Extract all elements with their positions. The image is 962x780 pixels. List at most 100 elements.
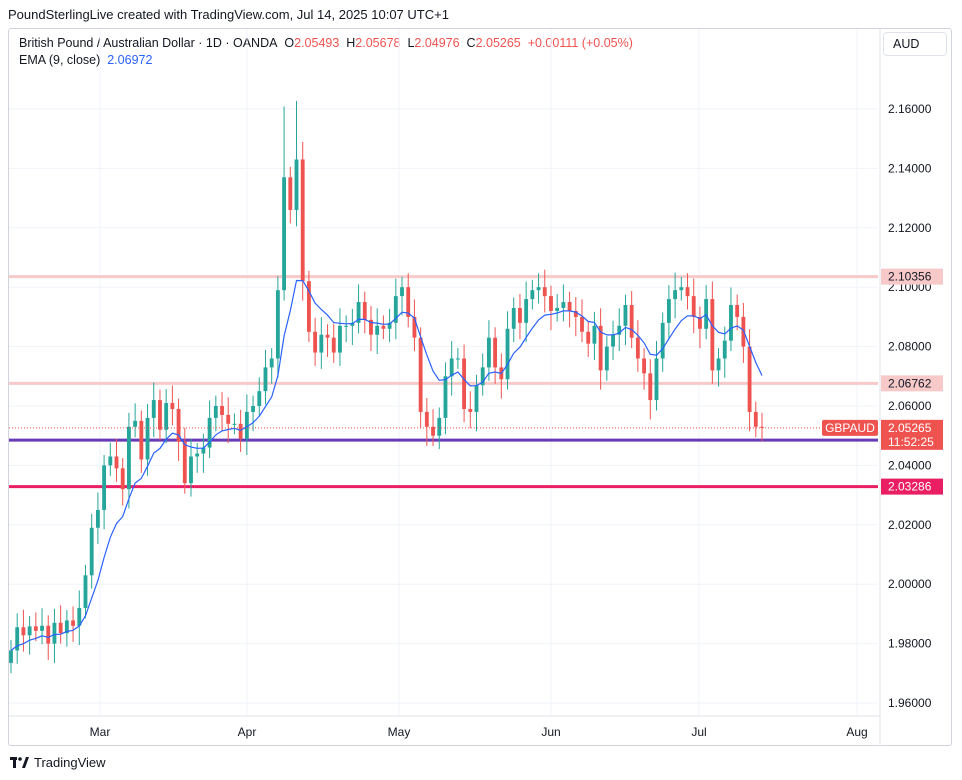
candle-body [294,159,299,210]
candle-body [282,177,287,291]
candle-body [617,325,622,335]
y-tick-label: 1.98000 [888,637,932,651]
candle-body [176,408,181,442]
candle-body [114,456,119,469]
x-tick-label: May [388,725,411,739]
candle-body [760,426,764,428]
y-tick-label: 2.08000 [888,340,932,354]
x-tick-label: Aug [846,725,867,739]
candle-body [722,340,727,359]
candle-body [102,465,107,510]
candle-body [530,290,535,300]
candle-body [40,625,44,631]
y-tick-label: 2.04000 [888,458,932,472]
level-axis-label-bg [881,375,943,392]
candle-body [133,420,138,427]
candle-body [648,373,653,401]
candle-body [549,296,553,311]
candle-body [698,316,702,329]
candle-body [561,302,566,308]
level-axis-label: 2.10356 [888,270,932,284]
candle-body [319,334,324,353]
candle-body [244,411,249,439]
candle-body [623,305,628,326]
candle-body [542,287,547,297]
candle-body [642,358,646,374]
candle-body [629,305,634,338]
candle-body [207,417,212,448]
candle-body [195,453,200,457]
candle-body [486,337,491,368]
candle-body [536,287,541,291]
candle-body [735,305,740,317]
candle-body [251,406,255,412]
y-tick-label: 2.14000 [888,161,932,175]
candle-body [127,426,131,490]
legend-high-value: 2.05678 [355,36,401,50]
candle-body [238,423,243,439]
chart-legend: British Pound / Australian Dollar · 1D ·… [19,35,633,69]
candle-body [635,337,640,359]
legend-low-label: L [407,36,415,50]
candle-body [468,408,473,412]
candle-body [393,296,398,323]
candle-body [313,331,318,353]
legend-ema-label: EMA (9, close) [19,53,101,67]
candle-body [120,468,125,490]
candle-body [443,376,448,418]
candle-body [164,403,169,430]
ema-line [10,279,763,651]
candle-body [555,307,560,311]
candle-body [381,325,386,329]
candle-body [226,414,231,424]
candle-body [493,337,498,368]
x-tick-label: Apr [238,725,257,739]
candle-body [431,426,435,436]
candle-body [344,325,349,327]
footer-brand-text: TradingView [34,755,106,770]
candle-body [71,620,75,626]
candle-body [524,299,529,323]
level-axis-label: 2.03286 [888,480,932,494]
candle-body [64,620,69,634]
legend-ema-value: 2.06972 [107,53,153,67]
legend-ema-row[interactable]: EMA (9, close) 2.06972 [19,52,633,69]
chart-frame [8,28,952,746]
candle-body [220,406,224,415]
legend-low-value: 2.04976 [414,36,460,50]
candle-body [741,316,746,347]
candle-body [611,334,615,347]
candle-body [95,509,100,528]
candle-body [375,325,380,335]
y-tick-label: 2.06000 [888,399,932,413]
candle-body [567,302,572,311]
candle-body [77,607,82,626]
last-price-axis-bg [881,419,943,450]
candle-body [145,417,150,460]
candle-body [325,334,330,338]
candle-body [151,400,156,418]
candle-body [9,650,13,663]
y-tick-label: 2.16000 [888,102,932,116]
candle-body [424,411,429,427]
currency-button[interactable]: AUD [883,32,947,56]
symbol-tag [822,419,878,436]
candle-body [654,358,659,401]
x-tick-label: Mar [90,725,111,739]
candle-body [338,325,342,353]
candle-body [21,627,26,636]
candle-body [710,299,715,371]
candle-body [400,287,404,297]
candle-body [747,346,752,412]
candle-body [263,367,268,392]
legend-close-label: C [466,36,476,50]
x-tick-label: Jul [691,725,706,739]
candle-body [170,403,175,409]
candle-body [158,400,162,430]
level-axis-label-bg [881,478,943,495]
chart-caption: PoundSterlingLive created with TradingVi… [8,7,449,22]
candle-body [418,337,423,412]
candle-body [139,420,144,460]
y-tick-label: 2.02000 [888,518,932,532]
